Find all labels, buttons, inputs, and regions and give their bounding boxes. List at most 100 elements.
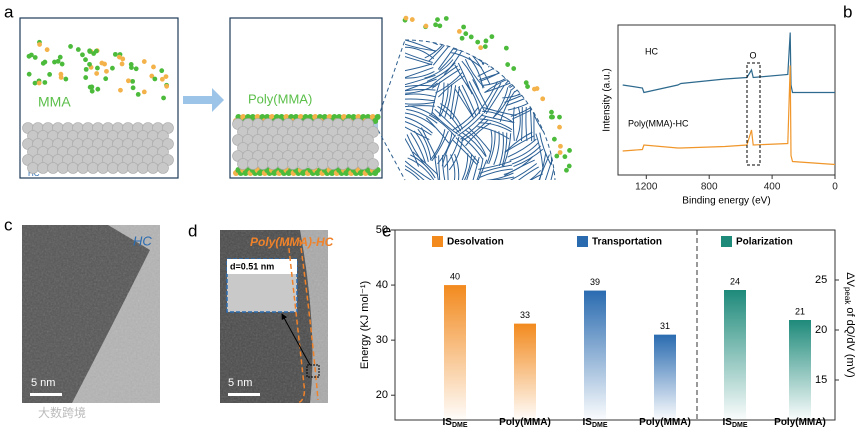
y2-axis-label: ΔVpeak of dQ/dV (mV) <box>843 272 856 377</box>
dot <box>551 136 557 142</box>
panel-a: MMA Poly(MMA) HC <box>19 15 572 181</box>
label: d=0.51 nm <box>230 261 274 271</box>
lamella <box>439 83 449 117</box>
dot <box>505 62 511 67</box>
value-label: 21 <box>795 306 805 316</box>
sphere <box>237 158 249 170</box>
dot <box>36 80 42 86</box>
lamella <box>512 170 542 180</box>
lamella <box>412 151 439 176</box>
watermark: 大数跨境 <box>38 405 86 420</box>
dot <box>99 60 105 66</box>
bar <box>584 290 606 420</box>
lamella <box>426 62 456 82</box>
category-sub: DME <box>732 422 748 429</box>
series-label: HC <box>645 46 658 56</box>
dot <box>403 15 409 21</box>
dot <box>63 76 69 82</box>
y2-tick-label: 20 <box>815 324 827 336</box>
lamella <box>504 131 533 153</box>
lamella <box>469 157 480 180</box>
lamella <box>406 134 425 165</box>
lamella <box>428 39 453 62</box>
dot <box>83 75 89 80</box>
lamella <box>455 110 482 134</box>
lamella <box>454 64 474 95</box>
dot <box>75 47 81 52</box>
dot <box>32 55 38 60</box>
lamella <box>479 118 513 131</box>
dot <box>47 72 53 77</box>
category: IS <box>582 417 592 428</box>
dot <box>461 24 466 30</box>
lamella <box>478 160 512 170</box>
y2-tick-label: 15 <box>815 374 827 386</box>
sphere <box>97 162 109 174</box>
label: Poly(MMA) <box>248 91 312 106</box>
x-tick-label: 1200 <box>635 182 658 193</box>
legend-label: Transportation <box>592 237 662 248</box>
dot <box>26 71 32 77</box>
dot <box>125 78 131 84</box>
category: Poly(MMA) <box>499 417 551 428</box>
lamella <box>521 39 531 70</box>
lamella <box>425 117 450 144</box>
dot <box>562 154 568 160</box>
y-tick-label: 20 <box>376 389 388 401</box>
lamella <box>431 130 449 162</box>
x-tick-label: 800 <box>701 182 718 193</box>
lamella <box>437 132 453 165</box>
dot <box>566 163 572 169</box>
lamella <box>483 82 502 114</box>
y-tick-label: 30 <box>376 334 388 346</box>
annotation: O <box>749 50 756 60</box>
dot <box>152 76 158 82</box>
lamella <box>405 67 434 80</box>
panel-e: 20 30 40 50 15 20 25 Energy (KJ mol⁻¹) ΔVpeak of… <box>359 224 856 429</box>
lamella <box>440 103 464 130</box>
lamella <box>540 39 555 65</box>
lamella <box>431 81 441 115</box>
lamella <box>417 128 432 161</box>
dot <box>103 76 109 82</box>
lamella <box>442 155 448 180</box>
dot <box>129 65 134 71</box>
dot <box>149 73 155 79</box>
lamella <box>513 173 543 180</box>
lamella <box>444 84 453 118</box>
lamella <box>482 110 515 124</box>
value-label: 33 <box>520 310 530 320</box>
lamella <box>405 93 436 98</box>
dot <box>456 28 462 34</box>
sphere <box>297 158 309 170</box>
dot <box>557 114 562 120</box>
dot <box>37 42 43 47</box>
dot <box>141 89 147 95</box>
lamella <box>511 39 519 68</box>
lamella <box>452 139 478 165</box>
lamella <box>429 129 446 161</box>
sphere <box>47 162 59 174</box>
sphere <box>357 158 369 170</box>
dot <box>26 53 32 59</box>
lamella <box>410 132 427 164</box>
lamella <box>537 39 555 65</box>
category-sub: DME <box>452 422 468 429</box>
lamella <box>480 172 514 180</box>
bar <box>654 334 676 420</box>
lamella <box>460 154 473 180</box>
dot <box>94 71 100 76</box>
zoom-line <box>377 39 406 181</box>
dot <box>511 66 517 71</box>
series-label: Poly(MMA)-HC <box>628 118 689 128</box>
panel-b: 1200 800 400 0 Binding energy (eV) Intensity … <box>602 24 838 207</box>
dot <box>443 16 449 21</box>
lamella <box>405 71 435 79</box>
lamella <box>451 52 483 69</box>
lamella <box>405 46 435 60</box>
lamella <box>529 39 539 72</box>
category-sub: DME <box>592 422 608 429</box>
dot <box>59 61 65 67</box>
lamella <box>537 153 547 180</box>
lamella <box>405 89 436 92</box>
